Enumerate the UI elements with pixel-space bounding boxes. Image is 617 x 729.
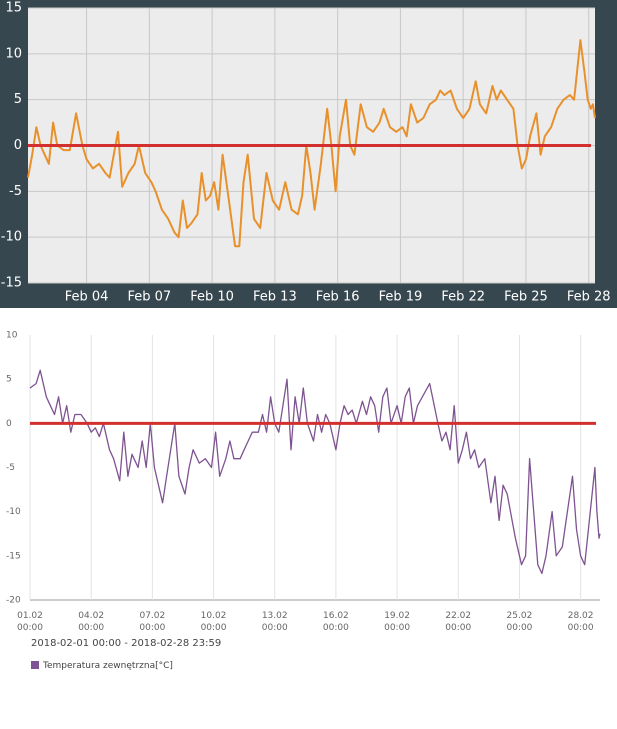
date-range: 2018-02-01 00:00 - 2018-02-28 23:59 xyxy=(31,638,221,649)
y-tick-label: 10 xyxy=(5,46,22,61)
y-tick-label: -10 xyxy=(1,230,22,245)
x-tick-label: 07.02 00:00 xyxy=(139,611,166,633)
y-tick-label: -10 xyxy=(6,507,21,517)
x-tick-label: 10.02 00:00 xyxy=(200,611,227,633)
x-tick-label: Feb 04 xyxy=(65,290,109,305)
y-tick-label: 5 xyxy=(6,375,12,385)
x-tick-label: Feb 22 xyxy=(441,290,485,305)
data-line xyxy=(29,369,601,575)
legend-label: Temperatura zewnętrzna[°C] xyxy=(42,661,173,671)
x-tick-label: Feb 19 xyxy=(379,290,423,305)
x-tick-label: Feb 13 xyxy=(253,290,297,305)
x-tick-label: 19.02 00:00 xyxy=(384,611,411,633)
x-tick-label: Feb 10 xyxy=(190,290,234,305)
x-tick-label: 01.02 00:00 xyxy=(17,611,43,633)
x-tick-label: 16.02 00:00 xyxy=(322,611,349,633)
x-tick-label: 28.02 00:00 xyxy=(567,611,594,633)
y-tick-label: 15 xyxy=(5,1,22,16)
y-tick-label: -20 xyxy=(6,596,21,606)
x-tick-label: Feb 25 xyxy=(504,290,548,305)
y-tick-label: 10 xyxy=(6,331,18,341)
x-tick-label: Feb 16 xyxy=(316,290,360,305)
legend-swatch xyxy=(31,661,39,669)
data-line xyxy=(27,39,596,248)
y-tick-label: 0 xyxy=(14,138,22,153)
y-tick-label: 5 xyxy=(14,92,22,107)
x-tick-label: Feb 07 xyxy=(127,290,171,305)
chart-bottom: 2018-02-01 00:00 - 2018-02-28 23:59 Temp… xyxy=(6,331,601,671)
x-tick-label: 04.02 00:00 xyxy=(78,611,105,633)
x-tick-label: Feb 28 xyxy=(567,290,611,305)
x-tick-label: 22.02 00:00 xyxy=(445,611,472,633)
x-tick-label: 13.02 00:00 xyxy=(261,611,288,633)
y-tick-label: -15 xyxy=(1,276,22,291)
y-tick-label: -5 xyxy=(6,463,15,473)
y-tick-label: -5 xyxy=(9,184,22,199)
x-tick-label: 25.02 00:00 xyxy=(506,611,533,633)
y-tick-label: -15 xyxy=(6,551,21,561)
chart-top: -15 -10 -5 0 5 10 15 Feb 04 Feb 07 Feb 10 Feb 13 Fe… xyxy=(0,0,617,308)
y-tick-label: 0 xyxy=(6,419,12,429)
